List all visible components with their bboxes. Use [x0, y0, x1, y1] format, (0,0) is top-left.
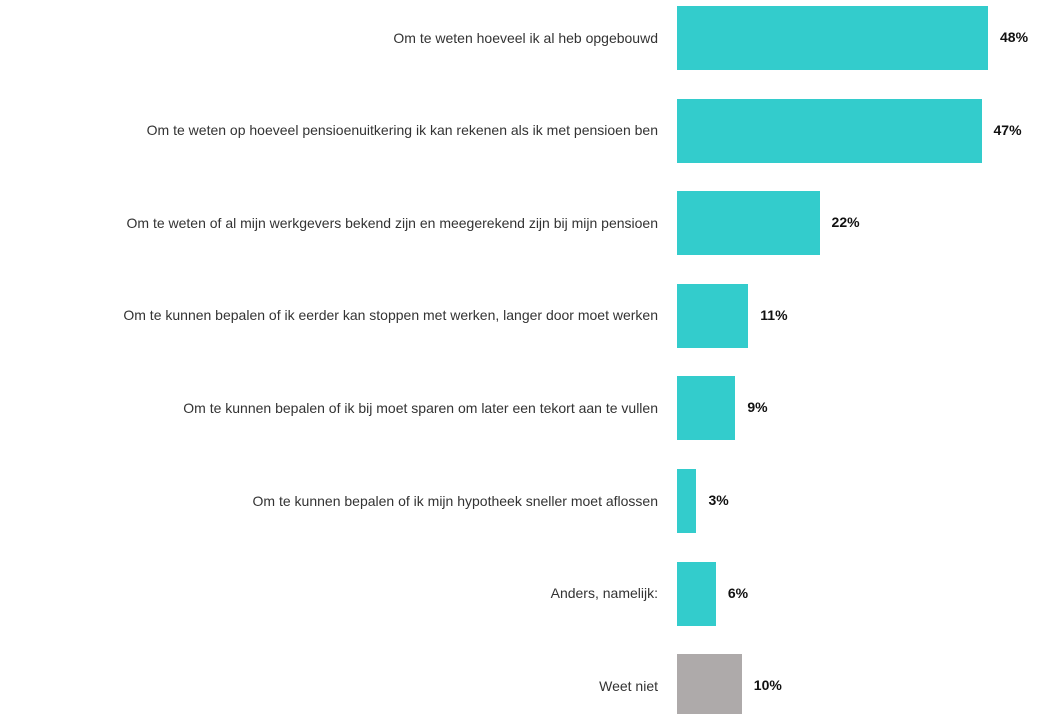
bar [677, 654, 742, 714]
category-text: Weet niet [599, 677, 658, 694]
category-text: Om te kunnen bepalen of ik eerder kan st… [123, 307, 658, 324]
category-label: Anders, namelijk: [10, 575, 658, 613]
category-label: Om te weten of al mijn werkgevers bekend… [10, 204, 659, 242]
category-label: Weet niet [10, 667, 658, 705]
value-label: 47% [993, 121, 1022, 138]
bar [677, 283, 749, 348]
bar [677, 469, 697, 533]
value-label: 3% [708, 492, 729, 508]
value-label: 22% [831, 214, 860, 231]
category-label: Om te kunnen bepalen of ik bij moet spar… [10, 389, 658, 427]
category-text: Om te weten of al mijn werkgevers bekend… [126, 214, 659, 231]
category-label: Om te kunnen bepalen of ik mijn hypothee… [10, 482, 658, 520]
category-label: Om te weten op hoeveel pensioenuitkering… [10, 112, 658, 150]
category-label: Om te kunnen bepalen of ik eerder kan st… [10, 297, 658, 335]
bar [677, 561, 716, 626]
bar [677, 376, 736, 441]
category-text: Anders, namelijk: [550, 585, 658, 602]
category-label: Om te weten hoeveel ik al heb opgebouwd [10, 19, 658, 57]
value-label: 11% [760, 306, 788, 323]
category-text: Om te kunnen bepalen of ik bij moet spar… [183, 399, 658, 416]
value-label: 9% [747, 399, 768, 416]
bar [677, 98, 982, 163]
bar [677, 191, 820, 256]
category-text: Om te weten hoeveel ik al heb opgebouwd [393, 29, 658, 46]
category-text: Om te kunnen bepalen of ik mijn hypothee… [252, 492, 658, 509]
value-label: 48% [1000, 29, 1029, 45]
bar [677, 6, 988, 70]
category-text: Om te weten op hoeveel pensioenuitkering… [146, 122, 658, 139]
value-label: 6% [727, 584, 749, 601]
value-label: 10% [753, 677, 782, 694]
